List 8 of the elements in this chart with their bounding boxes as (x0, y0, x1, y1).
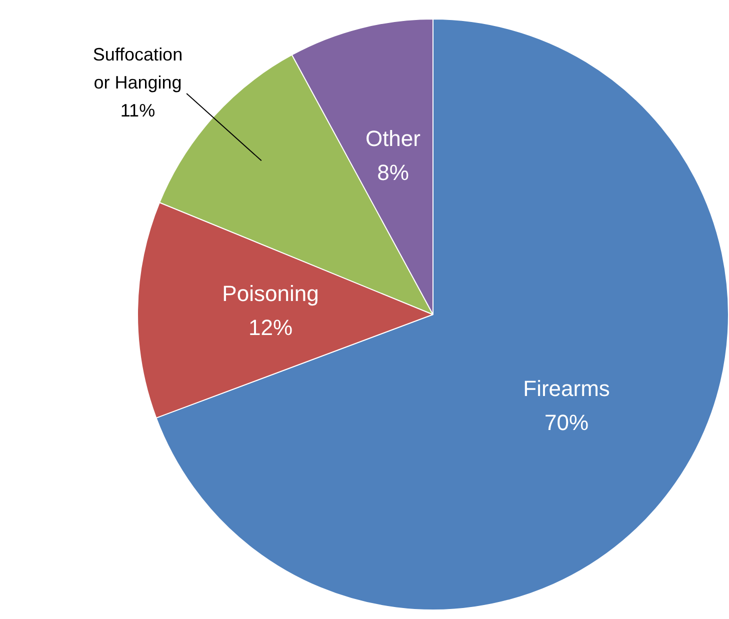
slice-label: Suffocation or Hanging (92, 44, 183, 93)
slice-label: Poisoning (222, 281, 319, 306)
data-label: 12% (248, 315, 293, 340)
slice-label: Firearms (523, 376, 610, 402)
slice-label: Other (365, 126, 420, 152)
data-label: 11% (120, 100, 156, 121)
data-label: 70% (544, 410, 589, 436)
data-label: 8% (377, 160, 409, 186)
